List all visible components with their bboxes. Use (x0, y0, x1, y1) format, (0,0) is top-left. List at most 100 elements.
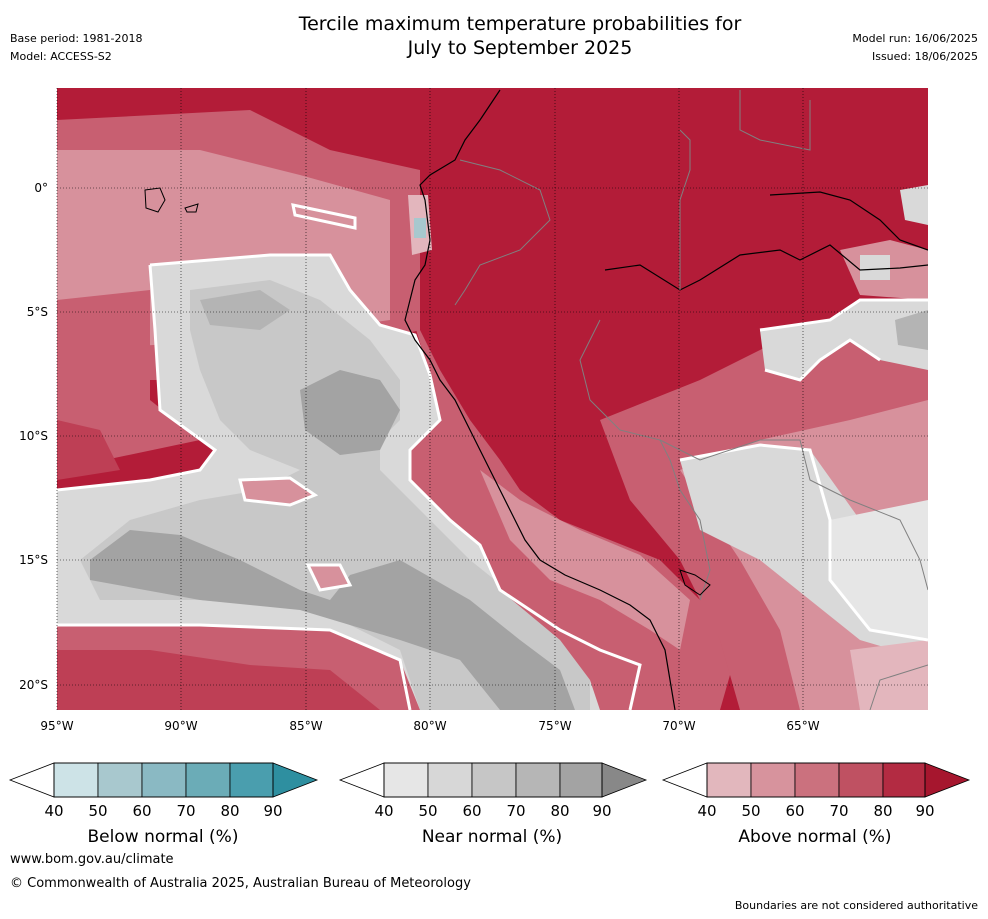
cb-above-tick-80: 80 (873, 802, 892, 820)
colorbar-near-swatch-2 (471, 762, 517, 798)
above-50-southeast (850, 640, 928, 710)
footer-url[interactable]: www.bom.gov.au/climate (10, 852, 174, 867)
lat-labels: 0° 5°S 10°S 15°S 20°S (19, 181, 48, 692)
contour-northeast (759, 298, 928, 382)
lat-label-5s: 5°S (27, 305, 48, 319)
colorbar-near-swatch-0 (383, 762, 429, 798)
cb-above-title: Above normal (%) (738, 827, 891, 847)
river-negro (769, 191, 928, 251)
colorbar-below-swatch-3 (185, 762, 231, 798)
title-line-1: Tercile maximum temperature probabilitie… (298, 13, 742, 35)
border-north (679, 90, 811, 290)
lat-label-0: 0° (34, 181, 48, 195)
border-southeast (869, 664, 928, 710)
issued-text: Issued: 18/06/2025 (871, 50, 978, 63)
near-50-northeast (760, 300, 928, 380)
colorbar-near-frame (383, 762, 603, 798)
lon-labels: 95°W 90°W 85°W 80°W 75°W 70°W 65°W (40, 719, 819, 733)
near-70-region (200, 290, 290, 330)
lon-label-75w: 75°W (538, 719, 571, 733)
cb-below-tick-60: 60 (132, 802, 151, 820)
cb-above-tick-60: 60 (785, 802, 804, 820)
colorbar-below: 40 50 60 70 80 90 Below normal (%) (8, 762, 319, 847)
cb-below-title: Below normal (%) (88, 827, 239, 847)
coastline (404, 89, 676, 710)
colorbar-near-right-arrow (601, 762, 648, 798)
cb-above-tick-70: 70 (829, 802, 848, 820)
above-80-south (57, 650, 380, 710)
contour-layer (57, 203, 928, 710)
lon-label-80w: 80°W (413, 719, 446, 733)
header-meta-right: Model run: 16/06/2025 Issued: 18/06/2025 (852, 30, 978, 66)
colorbar-below-right-arrow (272, 762, 319, 798)
cb-below-tick-50: 50 (88, 802, 107, 820)
model-text: Model: ACCESS-S2 (10, 50, 112, 63)
footer-note: Boundaries are not considered authoritat… (734, 899, 978, 912)
border-ecuador (454, 159, 551, 306)
near-80-south (90, 530, 575, 710)
colorbar-above-swatch-4 (882, 762, 926, 798)
contour-patch-2 (305, 563, 353, 592)
colorbar-below-swatch-2 (141, 762, 187, 798)
cb-below-tick-90: 90 (263, 802, 282, 820)
model-run-text: Model run: 16/06/2025 (852, 32, 978, 45)
colorbar-below-frame (53, 762, 274, 798)
above-70-west (57, 290, 200, 470)
lon-label-95w: 95°W (40, 719, 73, 733)
near-40-east (830, 500, 928, 640)
above-60-patch (240, 478, 315, 505)
colorbar-below-left-arrow (8, 762, 55, 798)
colorbar-near-swatch-1 (427, 762, 473, 798)
colorbar-above-swatch-0 (706, 762, 752, 798)
footer-copyright: © Commonwealth of Australia 2025, Austra… (10, 876, 471, 891)
near-50-ne-patch-2 (900, 185, 928, 225)
contour-west (57, 264, 218, 492)
map-fill-layer (57, 88, 928, 710)
lon-label-85w: 85°W (289, 719, 322, 733)
colorbar-above-swatch-2 (794, 762, 840, 798)
below-50-coast (414, 218, 426, 238)
near-70-northeast (895, 310, 928, 350)
colorbar-near-swatch-3 (515, 762, 561, 798)
colorbar-above: 40 50 60 70 80 90 Above normal (%) (661, 762, 971, 847)
coastline-layer (144, 89, 928, 710)
contour-main (149, 253, 642, 710)
cb-near-tick-40: 40 (374, 802, 393, 820)
lat-label-20s: 20°S (19, 678, 48, 692)
cb-above-tick-40: 40 (697, 802, 716, 820)
galapagos-islands (144, 187, 199, 213)
header-meta-left: Base period: 1981-2018 Model: ACCESS-S2 (10, 30, 142, 66)
lon-label-70w: 70°W (662, 719, 695, 733)
lat-label-10s: 10°S (19, 429, 48, 443)
cb-near-tick-90: 90 (592, 802, 611, 820)
map-title: Tercile maximum temperature probabilitie… (200, 12, 840, 60)
cb-below-tick-80: 80 (220, 802, 239, 820)
colorbar-below-swatch-0 (53, 762, 99, 798)
colorbar-above-swatch-3 (838, 762, 884, 798)
lon-label-65w: 65°W (786, 719, 819, 733)
cb-below-tick-70: 70 (176, 802, 195, 820)
lon-label-90w: 90°W (164, 719, 197, 733)
near-50-ne-patch (860, 255, 890, 280)
cb-near-tick-50: 50 (418, 802, 437, 820)
cb-below-tick-40: 40 (44, 802, 63, 820)
colorbar-above-right-arrow (924, 762, 971, 798)
border-bolivia (659, 439, 928, 591)
above-80-west (57, 420, 120, 480)
lake-titicaca (679, 569, 711, 596)
colorbar-above-frame (706, 762, 926, 798)
colorbar-below-swatch-1 (97, 762, 143, 798)
contour-south (57, 623, 412, 710)
gridlines (56, 88, 928, 710)
contour-east (679, 443, 928, 642)
cb-near-tick-80: 80 (550, 802, 569, 820)
cb-above-tick-50: 50 (741, 802, 760, 820)
colorbar-near-left-arrow (338, 762, 385, 798)
base-period-text: Base period: 1981-2018 (10, 32, 143, 45)
colorbar-near-swatch-4 (559, 762, 603, 798)
cb-near-tick-60: 60 (462, 802, 481, 820)
cb-near-title: Near normal (%) (422, 827, 562, 847)
cb-near-tick-70: 70 (506, 802, 525, 820)
probability-map: 0° 5°S 10°S 15°S 20°S 95°W 90°W 85°W 80°… (8, 88, 971, 847)
colorbar-above-left-arrow (661, 762, 708, 798)
